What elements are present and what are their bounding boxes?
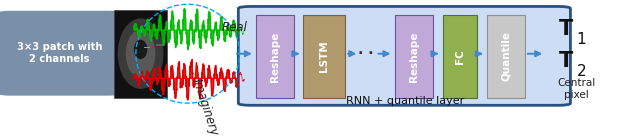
- Bar: [443, 15, 477, 98]
- Ellipse shape: [126, 30, 156, 78]
- Text: FC: FC: [455, 49, 465, 64]
- Text: Real: Real: [221, 21, 247, 34]
- Text: Reshape: Reshape: [408, 31, 419, 82]
- Text: 2: 2: [577, 64, 586, 79]
- Bar: [144, 47, 150, 48]
- Text: Reshape: Reshape: [270, 31, 280, 82]
- Ellipse shape: [118, 18, 163, 89]
- Text: RNN + quantile layer: RNN + quantile layer: [346, 96, 464, 106]
- Ellipse shape: [134, 40, 147, 59]
- Bar: [487, 15, 525, 98]
- Bar: [395, 15, 433, 98]
- Text: T: T: [559, 51, 573, 71]
- Text: Central
pixel: Central pixel: [557, 78, 596, 100]
- Bar: [303, 15, 345, 98]
- FancyBboxPatch shape: [238, 6, 570, 105]
- Text: 3×3 patch with
2 channels: 3×3 patch with 2 channels: [17, 42, 102, 64]
- Bar: [156, 44, 163, 45]
- Text: Quantile: Quantile: [501, 31, 511, 81]
- Text: Imaginery: Imaginery: [190, 77, 221, 138]
- Text: T: T: [559, 19, 573, 39]
- Bar: [256, 15, 294, 98]
- FancyBboxPatch shape: [0, 11, 122, 96]
- Text: LSTM: LSTM: [319, 41, 330, 72]
- Text: 1: 1: [577, 32, 586, 47]
- Bar: [114, 10, 168, 98]
- Text: · · ·: · · ·: [348, 47, 373, 61]
